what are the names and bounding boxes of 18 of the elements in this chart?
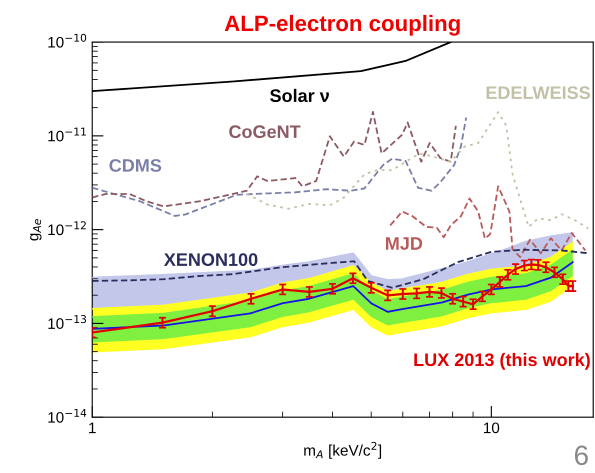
series-label: EDELWEISS: [486, 86, 590, 100]
series-label: CDMS: [109, 159, 162, 172]
x-tick-label: 1: [89, 422, 96, 434]
x-axis-title: m$_{A}$ [keV/c$^{2}$]: [304, 442, 382, 459]
series-label: MJD: [386, 237, 422, 250]
x-tick-label: 10: [484, 422, 500, 434]
y-tick-label: 10$^{−13}$: [48, 315, 86, 329]
y-tick-label: 10$^{−11}$: [48, 128, 86, 142]
text: LUX 2013 (this work): [414, 352, 590, 370]
y-tick-label: 10$^{−10}$: [48, 34, 86, 48]
chart-title: ALP-electron coupling: [224, 14, 460, 36]
y-tick-label: 10$^{−12}$: [48, 221, 86, 236]
y-axis-title: g$_{Ae}$: [30, 219, 42, 241]
y-tick-label: 10$^{−14}$: [48, 408, 86, 423]
text: 6: [575, 445, 588, 466]
series-label: Solar ν: [270, 88, 329, 102]
series-label: CoGeNT: [229, 125, 300, 138]
series-label: XENON100: [164, 253, 258, 266]
